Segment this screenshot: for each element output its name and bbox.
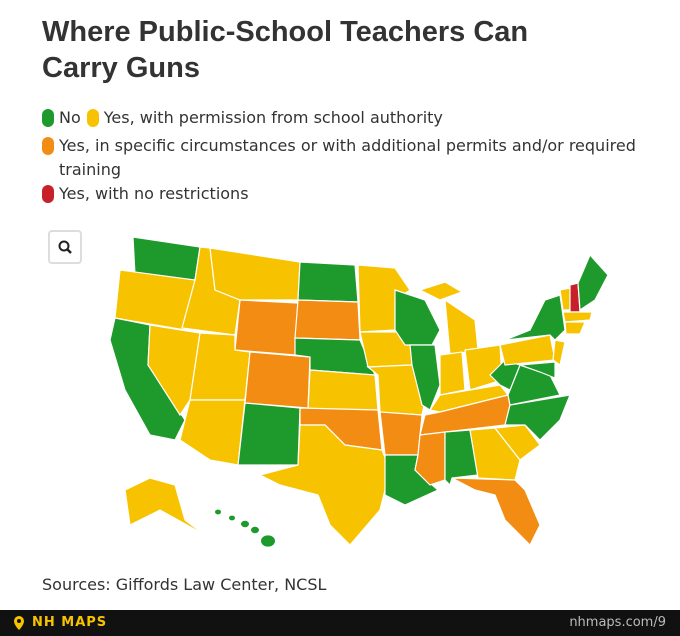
island xyxy=(241,520,249,528)
island xyxy=(261,535,275,547)
sources: Sources: Giffords Law Center, NCSL xyxy=(42,575,327,594)
state xyxy=(179,399,246,466)
state xyxy=(379,411,423,456)
state xyxy=(469,427,521,481)
legend-label: Yes, with no restrictions xyxy=(59,184,249,203)
state xyxy=(307,369,379,411)
state xyxy=(562,311,593,323)
legend-item: Yes, with permission from school authori… xyxy=(86,106,443,130)
legend-swatch xyxy=(42,185,54,203)
title: Where Public-School Teachers Can Carry G… xyxy=(42,16,529,84)
state xyxy=(444,298,479,356)
state xyxy=(147,324,201,417)
state xyxy=(577,253,609,312)
state xyxy=(451,477,541,547)
zoom-button[interactable] xyxy=(48,230,82,264)
state xyxy=(418,281,464,301)
island xyxy=(251,526,259,534)
state xyxy=(464,344,503,391)
legend-swatch xyxy=(42,137,54,155)
state xyxy=(394,289,441,346)
footer: NH MAPS nhmaps.com/9 xyxy=(0,610,680,636)
legend-item: Yes, with no restrictions xyxy=(42,182,636,206)
legend-swatch xyxy=(42,109,54,127)
state xyxy=(258,424,391,546)
island xyxy=(229,515,235,521)
state xyxy=(234,299,299,356)
state xyxy=(294,299,361,341)
state xyxy=(504,294,566,341)
url: nhmaps.com/9 xyxy=(569,615,666,630)
legend: No Yes, with permission from school autho… xyxy=(42,106,642,206)
island xyxy=(215,509,221,515)
state xyxy=(237,402,301,466)
legend-label: No xyxy=(59,108,81,127)
legend-label: Yes, in specific circumstances or with a… xyxy=(59,136,636,179)
state xyxy=(489,359,521,391)
legend-label: Yes, with permission from school authori… xyxy=(103,108,443,127)
legend-swatch xyxy=(86,109,99,127)
state xyxy=(244,351,311,409)
map xyxy=(109,236,609,547)
legend-item: No xyxy=(42,106,81,130)
state xyxy=(564,321,586,335)
state xyxy=(493,424,541,461)
state xyxy=(209,247,301,301)
zoom-icon xyxy=(58,240,72,254)
brand: NH MAPS xyxy=(32,615,108,630)
legend-item: Yes, in specific circumstances or with a… xyxy=(42,134,636,182)
pin-icon xyxy=(14,616,24,630)
state xyxy=(552,339,566,367)
state xyxy=(519,361,556,379)
state xyxy=(297,261,359,303)
state xyxy=(124,477,206,536)
state xyxy=(439,351,466,396)
